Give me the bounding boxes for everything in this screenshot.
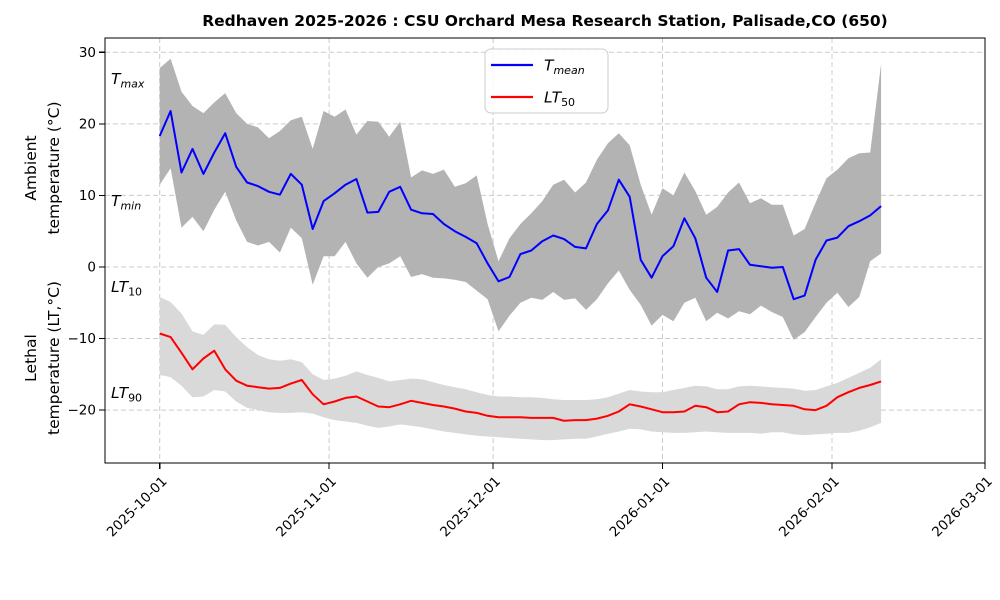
lt50-line xyxy=(159,332,882,422)
x-tick-label: 2026-03-01 xyxy=(929,474,996,541)
y-tick-label: 0 xyxy=(87,260,96,276)
y-tick-label: 20 xyxy=(79,116,96,132)
x-tick-label: 2026-01-01 xyxy=(607,474,674,541)
x-tick-label: 2025-12-01 xyxy=(437,474,504,541)
y-tick-label: 30 xyxy=(79,45,96,61)
y-axis-label-ambient-line1: Ambient xyxy=(22,135,40,200)
y-axis-label-ambient-line2: temperature (°C) xyxy=(45,101,63,234)
legend-label-mean: Tmean xyxy=(544,57,585,78)
annotation-tmax: Tmax xyxy=(111,70,145,91)
axes-spines xyxy=(104,37,986,464)
y-tick-label: −10 xyxy=(68,331,97,347)
tmean-line xyxy=(158,110,882,301)
plot-area: 30 20 10 0 −10 −20 2025-10-01 2025-11-01 2025-12… xyxy=(68,37,996,541)
lethal-range-band xyxy=(159,297,882,441)
y-tick-label: 10 xyxy=(79,188,96,204)
x-tick-label: 2025-11-01 xyxy=(273,474,340,541)
y-tick-label: −20 xyxy=(68,403,97,419)
y-axis-label-lethal-line2: temperature (LT,°C) xyxy=(45,281,63,435)
x-tick-label: 2025-10-01 xyxy=(104,474,171,541)
annotation-tmin: Tmin xyxy=(111,192,141,213)
legend-label-50: LT50 xyxy=(544,89,575,110)
annotation-lt10: LT10 xyxy=(111,278,142,299)
legend: Tmean LT50 xyxy=(484,48,609,114)
y-axis-label-lethal-line1: Lethal xyxy=(22,334,40,382)
x-tick-label: 2026-02-01 xyxy=(776,474,843,541)
annotation-lt90: LT90 xyxy=(111,384,142,405)
chart-title: Redhaven 2025-2026 : CSU Orchard Mesa Re… xyxy=(202,12,888,30)
ambient-range-band xyxy=(159,58,882,340)
